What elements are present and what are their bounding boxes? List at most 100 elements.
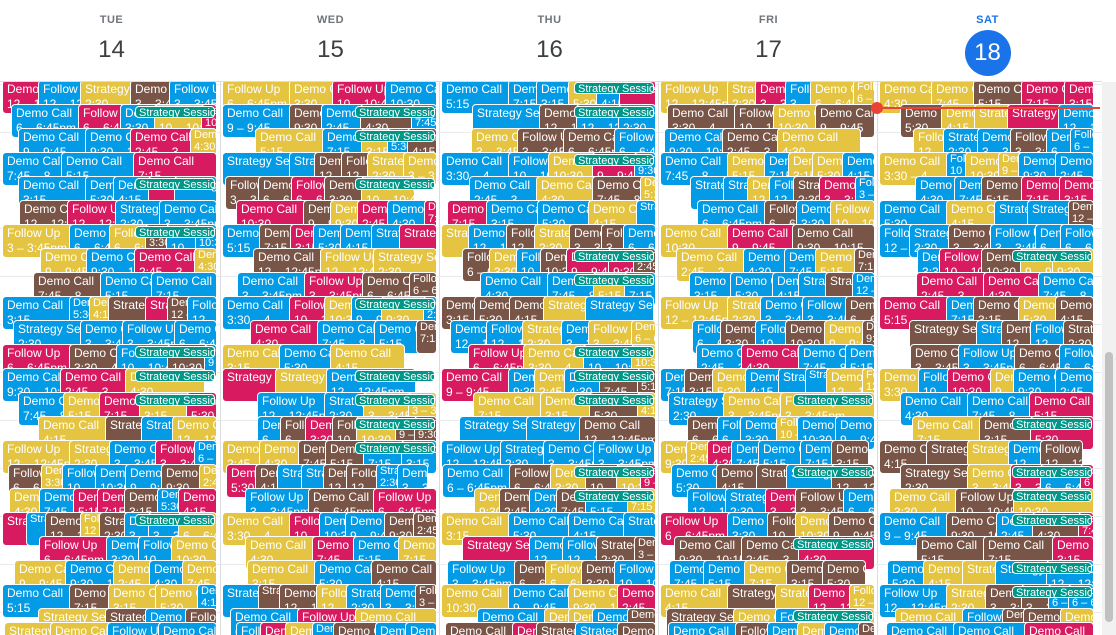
event-time: 4:15 (201, 597, 217, 609)
day-number[interactable]: 16 (536, 36, 563, 63)
day-number[interactable]: 17 (755, 36, 782, 63)
day-number[interactable]: 14 (98, 36, 125, 63)
event-title: Demo Call (156, 274, 213, 288)
event-title: Follow Up (302, 610, 356, 624)
event-title: Demo Call (584, 418, 641, 432)
calendar-event[interactable]: Strategy Session, 9 (1012, 418, 1092, 430)
event-time: 4:30 (198, 261, 216, 273)
event-title: Demo Call (905, 394, 962, 408)
day-header-sat-today[interactable]: SAT 18 (878, 0, 1097, 82)
calendar-event[interactable]: Strategy Session, 9 (574, 250, 654, 262)
calendar-event[interactable]: Strategy Session, 1 (135, 514, 215, 526)
day-column-divider (220, 82, 221, 635)
day-header-fri[interactable]: FRI 17 (659, 0, 878, 82)
calendar-event[interactable]: Strategy Session, 9 (355, 394, 435, 406)
calendar-event[interactable]: Demo Call12 – 12:45pm (617, 622, 656, 635)
calendar-event[interactable]: Strategy Session, 9 (793, 610, 873, 622)
event-title: Demo Call (1034, 394, 1091, 408)
event-title: Demo Call (194, 129, 217, 141)
calendar-event[interactable]: Strategy Session, 1 (574, 370, 654, 382)
day-number[interactable]: 15 (317, 36, 344, 63)
day-header-wed[interactable]: WED 15 (221, 0, 440, 82)
calendar-event[interactable]: Strategy Session, 9 (1012, 562, 1092, 574)
calendar-event[interactable]: Strategy Session, 1 (135, 370, 215, 382)
event-time: 2:45 – 3 (427, 309, 437, 321)
calendar-event[interactable]: Strategy Session, 9 (574, 106, 654, 118)
calendar-event[interactable]: Strategy Session, 9 (574, 490, 654, 502)
event-title: Demo Call (951, 514, 1008, 528)
calendar-event[interactable]: Demo Call2:45 – 3 (858, 622, 875, 635)
calendar-event[interactable]: Strategy Session, 1 (355, 442, 435, 454)
event-title: Follow Up (309, 274, 363, 288)
calendar-event[interactable]: Strategy Session, 9 (793, 466, 873, 478)
event-title: Strategy Session, 9 (578, 467, 653, 478)
event-title: Demo Call (138, 154, 195, 168)
scrollbar-thumb[interactable] (1105, 352, 1113, 622)
event-title: Strategy Session, 9 (578, 107, 653, 118)
event-title: Demo Call (1060, 154, 1093, 168)
calendar-event[interactable]: Strategy Session, 1 (1012, 250, 1092, 262)
calendar-event[interactable]: Strategy Session, 9 (355, 298, 435, 310)
event-title: Follow Up (960, 490, 1014, 504)
calendar-event[interactable]: Strategy Session, 9 (793, 394, 873, 406)
event-title: Demo Call (988, 538, 1045, 552)
calendar-event[interactable]: Strategy Session, 1 (574, 154, 654, 166)
calendar-event[interactable]: Strategy Session, 1 (1012, 490, 1092, 502)
calendar-event[interactable]: Strategy Session, 1 (135, 106, 215, 118)
calendar-event[interactable]: Strategy Session, 9 (1012, 514, 1092, 526)
event-title: Strategy Session, 9 (1016, 587, 1091, 598)
calendar-event[interactable]: Strategy Session, 1 (793, 538, 873, 550)
event-title: Follow Up (619, 562, 655, 576)
event-title: Demo Call (235, 610, 292, 624)
calendar-event[interactable]: Strategy Session, 9 (355, 106, 435, 118)
event-title: Strategy Session, 9 (578, 275, 653, 286)
event-time: 6 – 6:45pm (413, 285, 437, 297)
calendar-event[interactable]: Strategy Session, 1 (574, 346, 654, 358)
event-title: Strategy Session, 1 (578, 371, 653, 382)
event-title: Strategy Session, 9 (359, 107, 434, 118)
event-title: Demo Call (673, 624, 730, 635)
event-time: 12 – 12:45pm (853, 597, 875, 609)
event-title: Demo Call (135, 130, 192, 144)
day-header-tue[interactable]: TUE 14 (2, 0, 221, 82)
calendar-event[interactable]: Strategy Session, 9 (1012, 466, 1092, 478)
calendar-event[interactable]: Strategy Session, 1 (355, 130, 435, 142)
event-time: 5:15 (884, 313, 908, 327)
calendar-event[interactable]: Strategy Session, 9 (574, 466, 654, 478)
event-title: Demo Call (258, 250, 315, 264)
grid-scrollbar[interactable] (1102, 82, 1116, 635)
event-title: Strategy Session, 9 (1016, 419, 1091, 430)
calendar-event[interactable]: Strategy Session, 1 (135, 178, 215, 190)
event-title: Follow Up (1074, 129, 1093, 141)
event-time: 3 – 3:45pm (412, 405, 437, 417)
calendar-event[interactable]: Strategy Session, 9 (135, 394, 215, 406)
calendar-event[interactable]: Strategy Session, 9 (1012, 586, 1092, 598)
event-title: Follow Up (452, 562, 506, 576)
calendar-event[interactable]: Strategy Session, 9 (574, 274, 654, 286)
calendar-event[interactable]: Strategy Session, 1 (574, 394, 654, 406)
event-title: Follow Up (800, 490, 854, 504)
event-time: 3 – 3:45pm (419, 597, 436, 609)
event-time: 7:15 (631, 501, 653, 513)
calendar-event[interactable]: Strategy Session, 9 (355, 370, 435, 382)
event-title: Demo Call (891, 624, 948, 635)
event-title: Demo Call (628, 226, 655, 240)
calendar-event[interactable]: Strategy Session, 9 (574, 82, 654, 94)
day-header-thu[interactable]: THU 16 (440, 0, 659, 82)
calendar-event[interactable]: Strategy Session, 9 (355, 178, 435, 190)
event-title: Demo Call (19, 562, 76, 576)
calendar-event[interactable]: Strategy Session, 1 (355, 418, 435, 430)
calendar-event[interactable]: Strategy Session, 1 (135, 226, 215, 238)
calendar-event[interactable]: Strategy Session, 9 (135, 346, 215, 358)
day-number-today[interactable]: 18 (964, 30, 1011, 76)
event-title: Strategy Session, 9 (797, 395, 872, 406)
